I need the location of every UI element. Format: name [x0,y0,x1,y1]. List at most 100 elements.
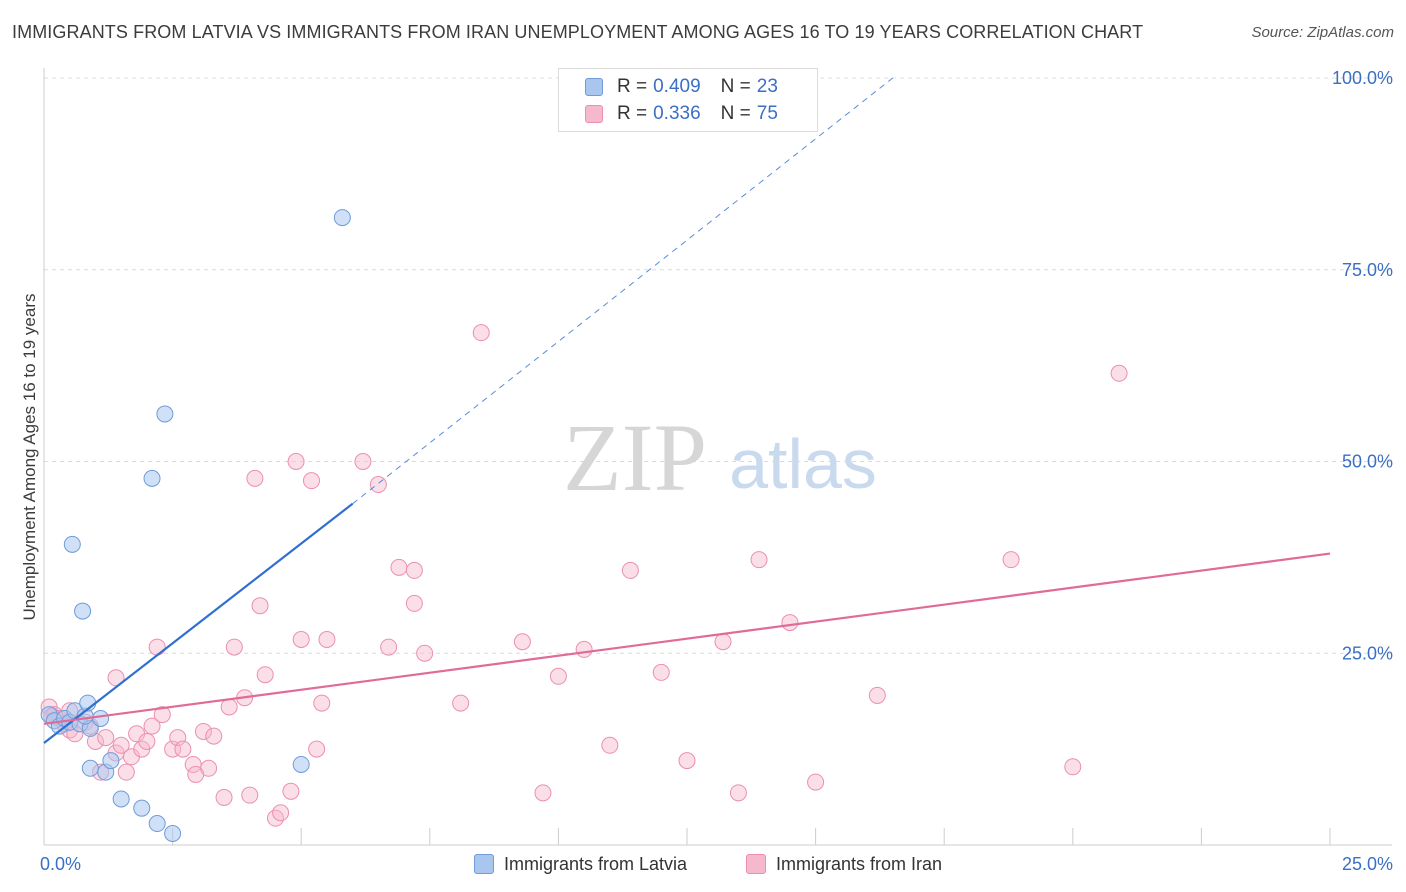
iran-point [313,694,331,712]
iran-point [215,788,233,806]
x-tick-label: 0.0% [40,854,81,874]
bottom-legend-swatch-iran [746,854,766,874]
iran-point [241,786,259,804]
iran-trend-line [43,552,1331,725]
iran-point [380,638,398,656]
iran-point [220,698,238,716]
iran-point [251,597,269,615]
iran-point [302,472,320,490]
latvia-point [156,405,174,423]
bottom-legend-label-latvia: Immigrants from Latvia [504,853,688,874]
bottom-legend-swatch-latvia [474,854,494,874]
chart-title: IMMIGRANTS FROM LATVIA VS IMMIGRANTS FRO… [12,22,1144,42]
iran-point [318,630,336,648]
iran-point [575,640,593,658]
legend-r-label: R = [617,76,648,97]
bottom-legend-iran: Immigrants from Iran [746,852,942,876]
iran-point [807,773,825,791]
tick-labels: 25.0% 50.0% 75.0% 100.0% 0.0% 25.0% [40,68,1393,874]
legend-r-value: 0.409 [653,76,701,97]
iran-point [1110,364,1128,382]
y-tick-label: 25.0% [1342,643,1393,663]
legend-n-value: 23 [756,76,778,97]
source-label: Source: ZipAtlas.com [1251,24,1394,41]
iran-point [405,594,423,612]
gridlines [44,77,1392,654]
iran-point [452,694,470,712]
iran-point [729,784,747,802]
legend-n-label: N = [720,103,751,124]
legend-row-iran: R = 0.336 N = 75 [585,102,784,126]
iran-point [272,804,290,822]
y-tick-label: 75.0% [1342,260,1393,280]
iran-point [205,727,223,745]
iran-point [308,740,326,758]
axes [43,68,1392,846]
iran-point [266,809,284,827]
iran-point [1002,551,1020,569]
iran-point [287,453,305,470]
watermark-atlas: atlas [729,425,877,503]
y-tick-label: 100.0% [1332,68,1393,88]
latvia-point [148,815,166,833]
iran-point [117,763,135,781]
iran-point [194,722,212,740]
iran-point [354,453,372,470]
iran-point [112,736,130,754]
latvia-point [164,824,182,842]
iran-point [148,638,166,656]
bottom-legend-label-iran: Immigrants from Iran [776,853,943,874]
iran-point [472,324,490,342]
correlation-legend: R = 0.409 N = 23 R = 0.336 N = 75 [558,68,818,132]
iran-point [174,740,192,758]
x-tick-label: 25.0% [1342,854,1393,874]
iran-point [138,732,156,750]
legend-n-value: 75 [756,103,778,124]
latvia-series [40,209,351,842]
legend-r-label: R = [617,103,648,124]
iran-point [390,558,408,576]
latvia-point [143,469,161,487]
iran-point [153,706,171,724]
iran-point [282,782,300,800]
iran-point [868,686,886,704]
iran-point [405,561,423,579]
legend-row-latvia: R = 0.409 N = 23 [585,75,784,99]
iran-point [621,561,639,579]
y-axis-label: Unemployment Among Ages 16 to 19 years [20,293,39,621]
iran-point [601,736,619,754]
iran-point [200,759,218,777]
iran-point [549,667,567,685]
iran-point [714,633,732,651]
iran-point [97,729,115,747]
iran-point [781,614,799,632]
latvia-point [81,759,99,777]
iran-point [246,469,264,487]
iran-point [750,551,768,569]
iran-point [534,784,552,802]
iran-point [369,476,387,494]
iran-point [416,644,434,662]
bottom-legend-latvia: Immigrants from Latvia [474,852,687,876]
iran-point [143,717,161,735]
latvia-point [112,790,130,808]
iran-point [513,633,531,651]
latvia-point [292,755,310,773]
iran-point [678,752,696,770]
latvia-trend-line [43,502,354,744]
trend-lines [43,77,1331,744]
latvia-point [92,709,110,727]
iran-point [652,663,670,681]
latvia-trend-extension [352,77,894,505]
iran-point [1064,758,1082,776]
latvia-point [333,209,351,227]
y-tick-label: 50.0% [1342,452,1393,472]
latvia-point [63,535,81,553]
iran-point [256,666,274,684]
latvia-point [133,799,151,817]
latvia-point [102,752,120,770]
legend-swatch-iran [585,105,603,123]
legend-swatch-latvia [585,78,603,96]
iran-point [225,638,243,656]
